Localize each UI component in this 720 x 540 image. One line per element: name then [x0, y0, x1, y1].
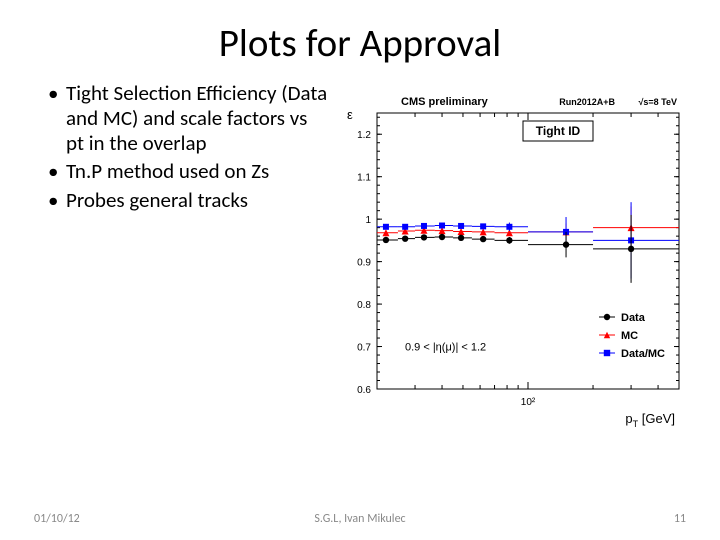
svg-text:Data: Data: [621, 312, 646, 324]
footer-date: 01/10/12: [34, 512, 80, 526]
svg-text:MC: MC: [621, 330, 638, 342]
efficiency-chart: 0.6 0.7 0.8 0.9 1 1.1 1.2 10² ε pT [GeV] CMS preli…: [328, 81, 690, 441]
slide-title: Plots for Approval: [0, 0, 720, 67]
svg-text:ε: ε: [347, 107, 353, 122]
svg-text:1.2: 1.2: [357, 130, 371, 141]
footer-page: 11: [674, 512, 686, 526]
bullet-list: Tight Selection Efficiency (Data and MC)…: [48, 81, 328, 441]
svg-text:0.6: 0.6: [357, 385, 371, 396]
bullet-item: Tn.P method used on Zs: [48, 159, 328, 184]
chart-svg: 0.6 0.7 0.8 0.9 1 1.1 1.2 10² ε pT [GeV] CMS preli…: [328, 81, 690, 441]
svg-text:Data/MC: Data/MC: [621, 348, 665, 360]
content-row: Tight Selection Efficiency (Data and MC)…: [0, 67, 720, 441]
footer-authors: S.G.L, Ivan Mikulec: [314, 512, 405, 526]
svg-text:0.8: 0.8: [357, 300, 371, 311]
svg-text:10²: 10²: [521, 397, 536, 408]
svg-text:1: 1: [365, 215, 371, 226]
svg-text:Run2012A+B: Run2012A+B: [559, 97, 615, 107]
svg-text:pT [GeV]: pT [GeV]: [625, 411, 675, 429]
bullet-item: Probes general tracks: [48, 188, 328, 213]
svg-text:CMS preliminary: CMS preliminary: [401, 96, 489, 108]
footer: 01/10/12 S.G.L, Ivan Mikulec 11: [0, 512, 720, 526]
bullet-item: Tight Selection Efficiency (Data and MC)…: [48, 81, 328, 155]
svg-text:0.9 < |η(μ)| < 1.2: 0.9 < |η(μ)| < 1.2: [405, 342, 486, 354]
svg-text:0.7: 0.7: [357, 343, 371, 354]
svg-text:0.9: 0.9: [357, 258, 371, 269]
svg-text:Tight ID: Tight ID: [536, 124, 581, 138]
svg-text:1.1: 1.1: [357, 173, 371, 184]
svg-text:√s=8 TeV: √s=8 TeV: [638, 97, 677, 107]
